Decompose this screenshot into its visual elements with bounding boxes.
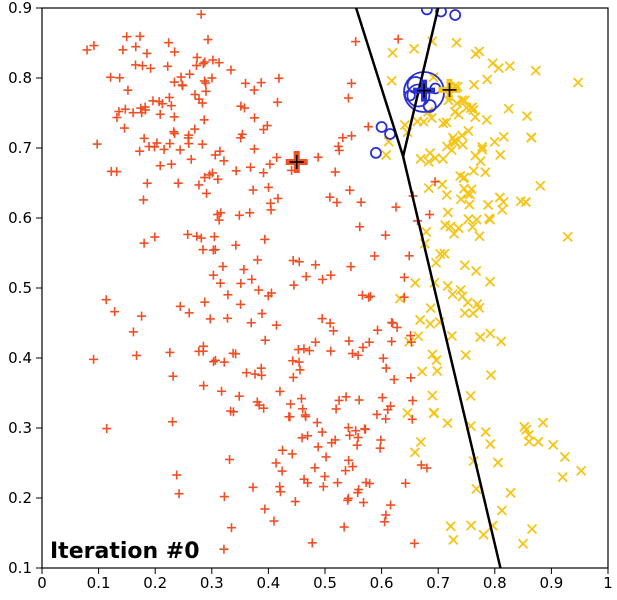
x-tick-label: 0.5 [313,574,337,592]
y-tick-label: 0.6 [8,209,32,227]
y-tick-label: 0.1 [8,559,32,577]
x-tick-label: 0 [37,574,47,592]
y-tick-label: 0.3 [8,419,32,437]
x-tick-label: 1 [603,574,613,592]
x-tick-label: 0.6 [370,574,394,592]
iteration-label: Iteration #0 [50,539,200,564]
y-tick-label: 0.2 [8,489,32,507]
x-tick-label: 0.1 [87,574,111,592]
x-tick-label: 0.9 [539,574,563,592]
x-tick-label: 0.3 [200,574,224,592]
scatter-plot: 0 0.1 0.2 0.3 0.4 0.5 0.6 0.7 0.8 0.9 1 0.1 0.2 0.3 0.… [0,0,617,600]
y-tick-label: 0.5 [8,279,32,297]
y-tick-label: 0.8 [8,69,32,87]
x-tick-label: 0.4 [256,574,280,592]
y-tick-label: 0.4 [8,349,32,367]
plot-bg [0,0,617,600]
chart-container: 0 0.1 0.2 0.3 0.4 0.5 0.6 0.7 0.8 0.9 1 0.1 0.2 0.3 0.… [0,0,617,600]
x-tick-label: 0.8 [483,574,507,592]
y-tick-label: 0.7 [8,139,32,157]
y-tick-label: 0.9 [8,0,32,17]
x-tick-label: 0.2 [143,574,167,592]
x-tick-label: 0.7 [426,574,450,592]
